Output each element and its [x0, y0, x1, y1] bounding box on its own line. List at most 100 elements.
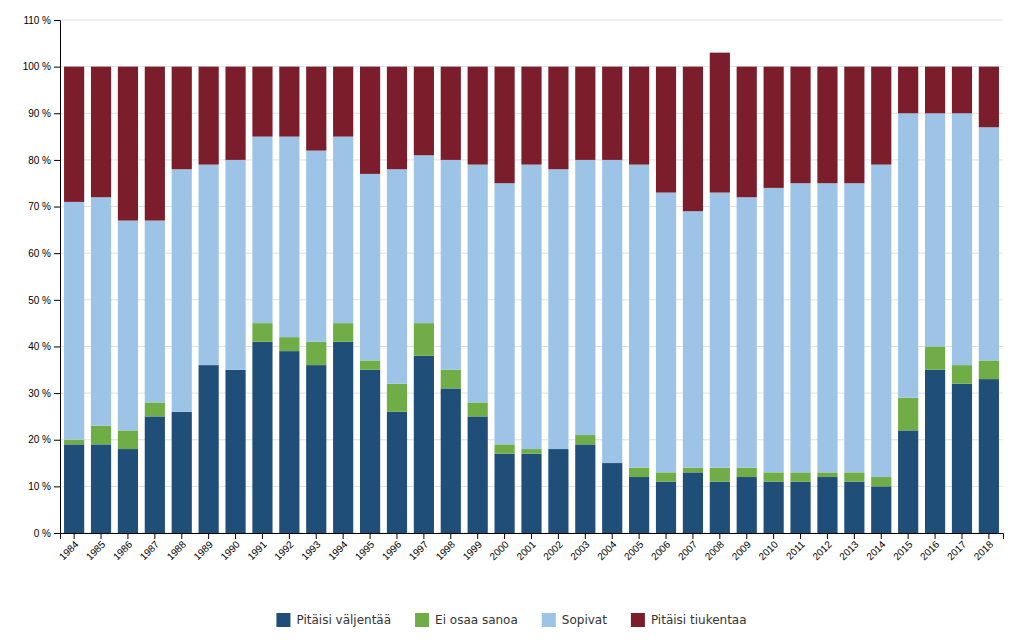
bar	[602, 67, 622, 160]
bar	[279, 337, 299, 351]
bar	[602, 463, 622, 533]
x-axis: 1984198519861987198819891990199119921993…	[57, 533, 1004, 562]
tick: 70 %	[28, 201, 60, 212]
tick-mark	[396, 533, 397, 539]
tick-label: 2008	[703, 538, 727, 562]
bar	[521, 449, 541, 454]
tick: 2006	[649, 533, 673, 562]
bar	[468, 165, 488, 403]
legend-swatch	[542, 613, 556, 627]
legend: Pitäisi väljentääEi osaa sanoaSopivatPit…	[276, 613, 746, 627]
tick-mark	[54, 300, 60, 301]
tick: 20 %	[28, 434, 60, 445]
bar	[925, 113, 945, 346]
tick-mark	[370, 533, 371, 539]
tick-label: 30 %	[28, 388, 51, 399]
bar	[817, 67, 837, 184]
bar	[495, 183, 515, 444]
bar	[145, 221, 165, 403]
bar	[979, 360, 999, 379]
bar	[656, 472, 676, 481]
bar	[360, 174, 380, 361]
bar	[91, 67, 111, 198]
tick: 2013	[837, 533, 861, 562]
tick-label: 1997	[407, 538, 431, 562]
legend-label: Pitäisi tiukentaa	[651, 613, 747, 627]
tick-label: 50 %	[28, 295, 51, 306]
legend-item: Pitäisi tiukentaa	[631, 613, 747, 627]
tick-label: 20 %	[28, 434, 51, 445]
bar	[952, 384, 972, 533]
tick: 1987	[138, 533, 162, 562]
tick: 2014	[864, 533, 888, 562]
bar	[441, 388, 461, 533]
bar	[952, 365, 972, 384]
tick-mark	[854, 533, 855, 539]
tick-label: 2007	[676, 538, 700, 562]
tick: 1995	[353, 533, 377, 562]
tick: 2001	[514, 533, 538, 562]
tick-label: 2002	[541, 538, 565, 562]
bar	[199, 67, 219, 165]
bar	[387, 384, 407, 412]
tick: 1991	[245, 533, 269, 562]
tick-mark	[827, 533, 828, 539]
tick: 80 %	[28, 155, 60, 166]
y-axis: 0 %10 %20 %30 %40 %50 %60 %70 %80 %90 %1…	[23, 15, 61, 539]
bar	[172, 67, 192, 170]
tick-label: 1998	[434, 538, 458, 562]
tick-label: 1986	[111, 538, 135, 562]
bar	[871, 477, 891, 486]
tick-mark	[316, 533, 317, 539]
bar	[387, 169, 407, 384]
bar	[898, 113, 918, 397]
tick-label: 1995	[353, 538, 377, 562]
tick: 1997	[407, 533, 431, 562]
tick: 2000	[487, 533, 511, 562]
bar	[306, 151, 326, 342]
bar	[683, 468, 703, 473]
tick-mark	[54, 393, 60, 394]
bar	[64, 202, 84, 440]
tick-mark	[612, 533, 613, 539]
tick-mark	[101, 533, 102, 539]
bar	[710, 482, 730, 533]
bar	[737, 477, 757, 533]
bar	[629, 468, 649, 477]
tick-label: 2015	[891, 538, 915, 562]
legend-label: Ei osaa sanoa	[435, 613, 518, 627]
tick-label: 1991	[245, 538, 269, 562]
grid	[60, 20, 1003, 533]
bar	[414, 155, 434, 323]
tick-mark	[54, 346, 60, 347]
tick-label: 2012	[810, 538, 834, 562]
tick-label: 70 %	[28, 201, 51, 212]
tick: 1985	[84, 533, 108, 562]
tick-label: 1992	[272, 538, 296, 562]
tick: 2015	[891, 533, 915, 562]
bar	[656, 67, 676, 193]
tick-label: 2013	[837, 538, 861, 562]
tick: 100 %	[23, 61, 60, 72]
bar	[495, 444, 515, 453]
bar	[952, 113, 972, 365]
tick: 1994	[326, 533, 350, 562]
bar	[252, 137, 272, 324]
bar	[710, 193, 730, 468]
tick-mark	[935, 533, 936, 539]
tick-mark	[746, 533, 747, 539]
tick-mark	[181, 533, 182, 539]
tick-mark	[531, 533, 532, 539]
bar	[199, 365, 219, 533]
bar	[764, 67, 784, 188]
bar	[737, 468, 757, 477]
legend-item: Ei osaa sanoa	[415, 613, 518, 627]
tick-mark	[54, 20, 60, 21]
tick-mark	[74, 533, 75, 539]
bar	[414, 323, 434, 356]
tick-mark	[289, 533, 290, 539]
tick-label: 90 %	[28, 108, 51, 119]
bar	[737, 197, 757, 467]
legend-swatch	[276, 613, 290, 627]
bar	[790, 482, 810, 533]
